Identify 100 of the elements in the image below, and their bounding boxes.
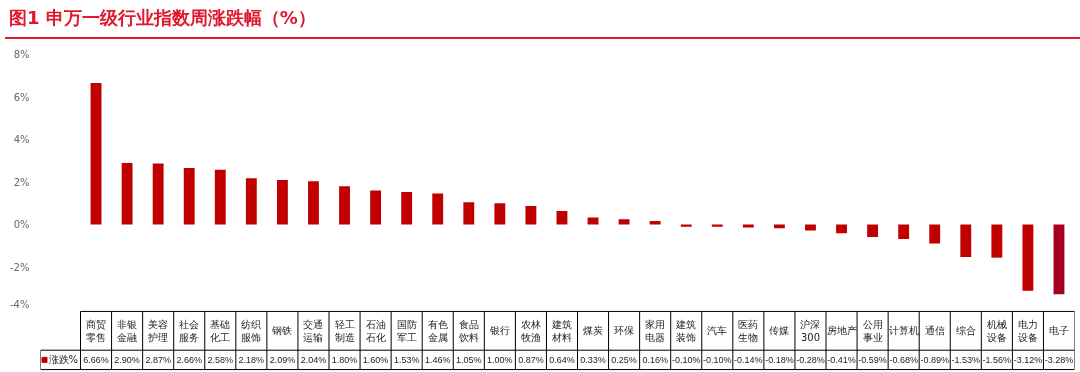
data-label: 2.09% bbox=[269, 354, 296, 365]
x-tick-label: 传媒 bbox=[769, 325, 790, 337]
x-tick-label: 轻工制造 bbox=[334, 318, 355, 343]
bar bbox=[1022, 224, 1034, 291]
x-tick-label: 综合 bbox=[955, 325, 976, 337]
data-label: 0.64% bbox=[549, 354, 575, 365]
data-label: -0.10% bbox=[703, 354, 732, 365]
bar bbox=[618, 219, 630, 225]
data-label: 1.05% bbox=[456, 354, 482, 365]
x-tick-label: 非银金融 bbox=[117, 318, 138, 343]
data-label: -3.28% bbox=[1044, 354, 1074, 365]
data-label: -0.14% bbox=[734, 354, 763, 365]
bar bbox=[463, 202, 475, 225]
data-label: 0.87% bbox=[518, 354, 544, 365]
y-tick-label: 4% bbox=[13, 134, 30, 145]
y-tick-label: 2% bbox=[13, 176, 30, 188]
x-tick-label: 通信 bbox=[924, 325, 945, 337]
bar bbox=[183, 167, 195, 225]
x-tick-label: 建筑装饰 bbox=[675, 318, 697, 343]
chart-title: 图1 申万一级行业指数周涨跌幅（%） bbox=[9, 6, 316, 30]
y-tick-label: 8% bbox=[13, 49, 30, 60]
x-tick-label: 石油石化 bbox=[365, 318, 386, 343]
data-label: 2.58% bbox=[207, 354, 234, 365]
x-tick-label: 交通运输 bbox=[303, 318, 324, 343]
data-label: 1.00% bbox=[487, 354, 513, 365]
data-label: -0.28% bbox=[796, 354, 825, 365]
data-label: -0.18% bbox=[765, 354, 794, 365]
data-label: 0.25% bbox=[611, 354, 637, 365]
data-label: 1.80% bbox=[331, 354, 358, 365]
x-tick-label: 家用电器 bbox=[645, 318, 666, 343]
bar bbox=[867, 224, 879, 238]
bar bbox=[152, 163, 164, 225]
x-tick-label: 沪深300 bbox=[800, 318, 821, 343]
bar bbox=[991, 224, 1003, 258]
bar bbox=[960, 224, 972, 258]
x-tick-label: 电子 bbox=[1048, 325, 1069, 337]
x-tick-label: 机械设备 bbox=[986, 318, 1007, 343]
y-tick-label: -4% bbox=[10, 298, 30, 310]
bar bbox=[1053, 224, 1065, 295]
bar bbox=[680, 224, 692, 227]
data-label: -0.10% bbox=[671, 354, 701, 365]
bar bbox=[525, 206, 537, 225]
x-tick-label: 纺织服饰 bbox=[241, 318, 262, 343]
data-label: 2.18% bbox=[238, 354, 265, 365]
bar bbox=[494, 203, 506, 225]
x-tick-label: 房地产 bbox=[826, 325, 857, 337]
bar bbox=[587, 217, 599, 225]
y-tick-label: 6% bbox=[13, 91, 30, 103]
data-label: 2.04% bbox=[300, 354, 327, 365]
y-tick-label: -2% bbox=[10, 261, 30, 273]
bar bbox=[308, 181, 319, 225]
bar bbox=[836, 224, 847, 234]
x-tick-label: 国防军工 bbox=[396, 318, 417, 343]
x-tick-label: 基础化工 bbox=[210, 318, 231, 343]
bar bbox=[898, 224, 910, 239]
data-label: 2.90% bbox=[114, 354, 140, 365]
data-label: 6.66% bbox=[83, 354, 109, 365]
bar bbox=[929, 224, 941, 244]
x-tick-label: 商贸零售 bbox=[86, 318, 107, 343]
x-tick-label: 钢铁 bbox=[271, 325, 293, 337]
bar bbox=[711, 224, 723, 227]
bar bbox=[214, 169, 226, 225]
data-label: -0.89% bbox=[920, 354, 949, 365]
data-label: -1.56% bbox=[982, 354, 1012, 365]
bar bbox=[370, 190, 382, 225]
data-label: 2.87% bbox=[145, 354, 171, 365]
x-tick-label: 计算机 bbox=[888, 325, 919, 337]
bar bbox=[90, 82, 102, 225]
data-label: 2.66% bbox=[176, 354, 202, 365]
bar bbox=[276, 180, 288, 225]
x-tick-label: 美容护理 bbox=[147, 318, 169, 343]
data-label: -0.59% bbox=[858, 354, 887, 365]
bar bbox=[401, 191, 413, 225]
x-tick-label: 银行 bbox=[488, 325, 510, 337]
x-tick-label: 建筑材料 bbox=[550, 318, 572, 343]
x-tick-label: 汽车 bbox=[707, 325, 728, 337]
legend-label: 涨跌% bbox=[48, 354, 79, 366]
x-tick-label: 有色金属 bbox=[427, 318, 448, 343]
bar bbox=[432, 193, 444, 225]
x-tick-label: 电力设备 bbox=[1017, 318, 1038, 343]
x-tick-label: 煤炭 bbox=[583, 325, 604, 337]
bar bbox=[556, 210, 568, 225]
data-label: 0.33% bbox=[580, 354, 606, 365]
bar bbox=[245, 178, 257, 225]
data-label: -3.12% bbox=[1013, 354, 1043, 365]
data-label: -0.41% bbox=[827, 354, 856, 365]
x-tick-label: 医药生物 bbox=[738, 318, 759, 343]
x-tick-label: 环保 bbox=[614, 325, 635, 337]
data-label: 1.60% bbox=[362, 354, 389, 365]
x-tick-label: 公用事业 bbox=[862, 318, 883, 343]
bar bbox=[339, 186, 350, 225]
data-label: 0.16% bbox=[642, 354, 668, 365]
data-label: 1.46% bbox=[424, 354, 451, 365]
data-label: 1.53% bbox=[393, 354, 420, 365]
bar bbox=[121, 162, 133, 225]
x-tick-label: 农林牧渔 bbox=[520, 318, 541, 343]
bar bbox=[649, 221, 661, 225]
y-tick-label: 0% bbox=[13, 219, 30, 230]
x-tick-label: 社会服务 bbox=[179, 318, 200, 343]
x-tick-label: 食品饮料 bbox=[457, 318, 479, 343]
